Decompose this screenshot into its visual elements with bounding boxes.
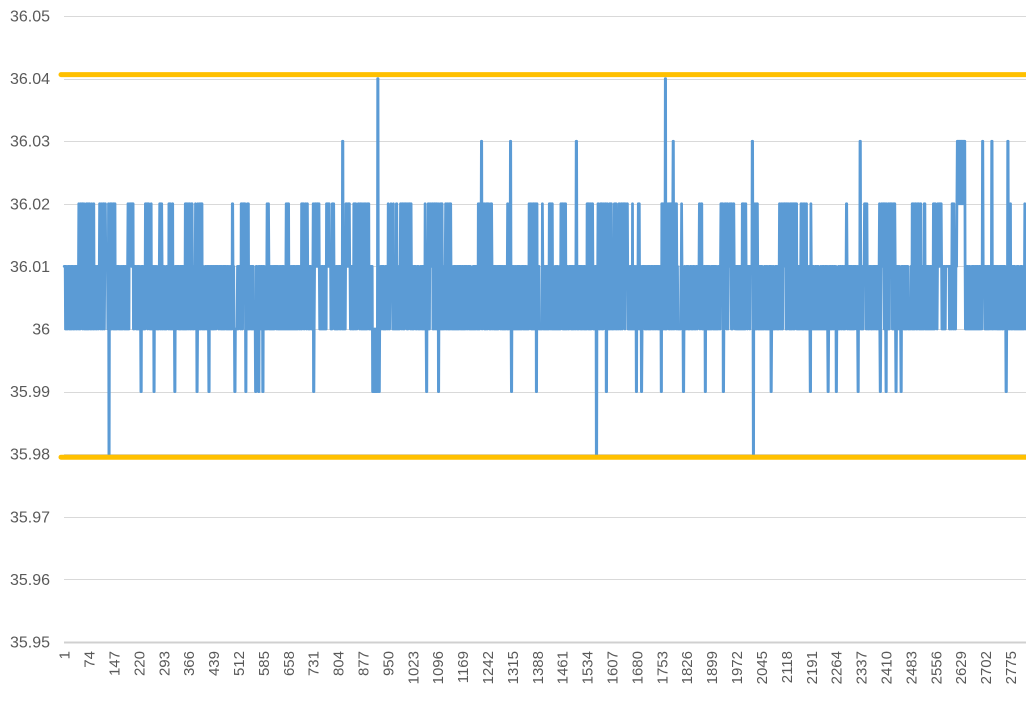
x-axis-label: 804 — [331, 651, 348, 676]
x-axis-label: 2337 — [854, 651, 871, 684]
x-axis-label: 1169 — [455, 651, 472, 683]
x-axis-label: 2556 — [928, 651, 945, 684]
x-axis-label: 1607 — [605, 651, 622, 684]
x-axis-label: 658 — [281, 651, 298, 676]
x-axis-label: 293 — [156, 651, 173, 676]
x-axis-label: 877 — [356, 651, 373, 676]
x-axis-label: 2702 — [978, 651, 995, 684]
y-axis-label: 35.98 — [10, 447, 50, 464]
x-axis-label: 512 — [231, 651, 248, 676]
x-axis-label: 147 — [106, 651, 123, 676]
x-axis-label: 2483 — [903, 651, 920, 684]
x-axis-label: 1753 — [654, 651, 671, 684]
x-axis-label: 950 — [380, 651, 397, 676]
x-axis-label: 585 — [256, 651, 273, 676]
y-axis-label: 36.03 — [10, 134, 50, 151]
x-axis-label: 2410 — [878, 651, 895, 684]
x-axis-label: 1315 — [505, 651, 522, 684]
x-axis-label: 2775 — [1003, 651, 1020, 684]
x-axis-label: 1242 — [480, 651, 497, 684]
x-axis-label: 1023 — [405, 651, 422, 684]
x-axis-label: 74 — [82, 651, 99, 668]
x-axis-label: 2118 — [779, 651, 796, 683]
y-axis-label: 35.96 — [10, 572, 50, 589]
x-axis-label: 1096 — [430, 651, 447, 684]
x-axis-label: 2264 — [829, 651, 846, 684]
x-axis-label: 1534 — [580, 651, 597, 684]
x-axis-label: 1680 — [629, 651, 646, 684]
x-axis-label: 220 — [131, 651, 148, 676]
x-axis-label: 1461 — [555, 651, 572, 684]
x-axis-label: 1 — [57, 651, 74, 659]
x-axis-label: 1388 — [530, 651, 547, 684]
y-axis-label: 36.02 — [10, 196, 50, 213]
x-axis-label: 2191 — [804, 651, 821, 684]
y-axis-label: 36.04 — [10, 71, 50, 88]
x-axis-label: 2045 — [754, 651, 771, 684]
y-axis-label: 36.01 — [10, 259, 50, 276]
y-axis-label: 36.05 — [10, 9, 50, 26]
y-axis-label: 36 — [32, 322, 50, 339]
y-axis-label: 35.95 — [10, 635, 50, 652]
x-axis-label: 1899 — [704, 651, 721, 684]
data-series-line — [62, 77, 1026, 456]
y-axis-label: 35.99 — [10, 384, 50, 401]
y-axis-label: 35.97 — [10, 509, 50, 526]
x-axis-label: 731 — [306, 651, 323, 676]
x-axis-label: 1826 — [679, 651, 696, 684]
x-axis-label: 1972 — [729, 651, 746, 684]
x-axis-label: 366 — [181, 651, 198, 676]
x-axis-label: 2629 — [953, 651, 970, 684]
x-axis-label: 439 — [206, 651, 223, 676]
